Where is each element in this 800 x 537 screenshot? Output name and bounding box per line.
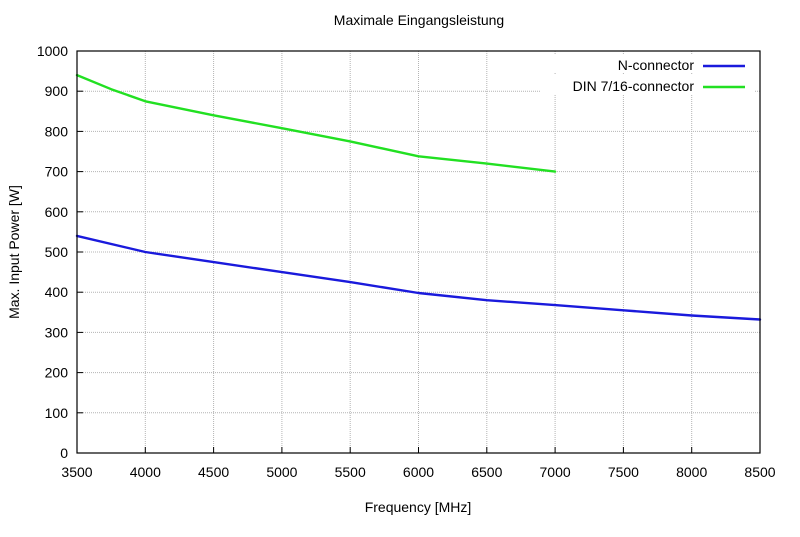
- y-tick-label: 0: [60, 445, 68, 461]
- y-tick-label: 200: [45, 365, 69, 381]
- legend-row-background: [540, 75, 755, 94]
- plot-frame: [76, 50, 761, 454]
- x-axis-title: Frequency [MHz]: [365, 499, 472, 515]
- y-axis-ticks: 0 100 200 300 400 500 600 700 800 900 1000: [37, 43, 83, 461]
- x-tick-label: 3500: [61, 464, 92, 480]
- y-tick-label: 400: [45, 284, 69, 300]
- legend-row-background: [540, 54, 755, 73]
- y-tick-label: 700: [45, 164, 69, 180]
- y-tick-label: 800: [45, 123, 69, 139]
- legend: N-connector DIN 7/16-connector: [540, 54, 755, 94]
- legend-label: N-connector: [618, 57, 695, 73]
- legend-label: DIN 7/16-connector: [573, 78, 695, 94]
- x-tick-label: 5000: [266, 464, 297, 480]
- x-tick-label: 8500: [744, 464, 775, 480]
- y-tick-label: 1000: [37, 43, 68, 59]
- y-tick-label: 100: [45, 405, 69, 421]
- y-tick-label: 500: [45, 244, 69, 260]
- x-axis-ticks: 3500 4000 4500 5000 5500 6000 6500 7000 7500 8000…: [61, 447, 776, 480]
- x-tick-label: 8000: [676, 464, 707, 480]
- data-series: [75, 73, 762, 321]
- y-tick-label: 900: [45, 83, 69, 99]
- chart-title: Maximale Eingangsleistung: [334, 12, 504, 28]
- y-tick-label: 600: [45, 204, 69, 220]
- x-tick-label: 4500: [198, 464, 229, 480]
- x-tick-label: 4000: [130, 464, 161, 480]
- x-tick-label: 6000: [403, 464, 434, 480]
- y-axis-title: Max. Input Power [W]: [6, 185, 22, 319]
- x-tick-label: 6500: [471, 464, 502, 480]
- x-tick-label: 7000: [540, 464, 571, 480]
- series-line-n-connector: [75, 234, 762, 321]
- series-line-din-7-16-connector: [75, 73, 557, 173]
- y-tick-label: 300: [45, 324, 69, 340]
- x-tick-label: 7500: [608, 464, 639, 480]
- grid-lines: [77, 51, 760, 453]
- x-tick-label: 5500: [335, 464, 366, 480]
